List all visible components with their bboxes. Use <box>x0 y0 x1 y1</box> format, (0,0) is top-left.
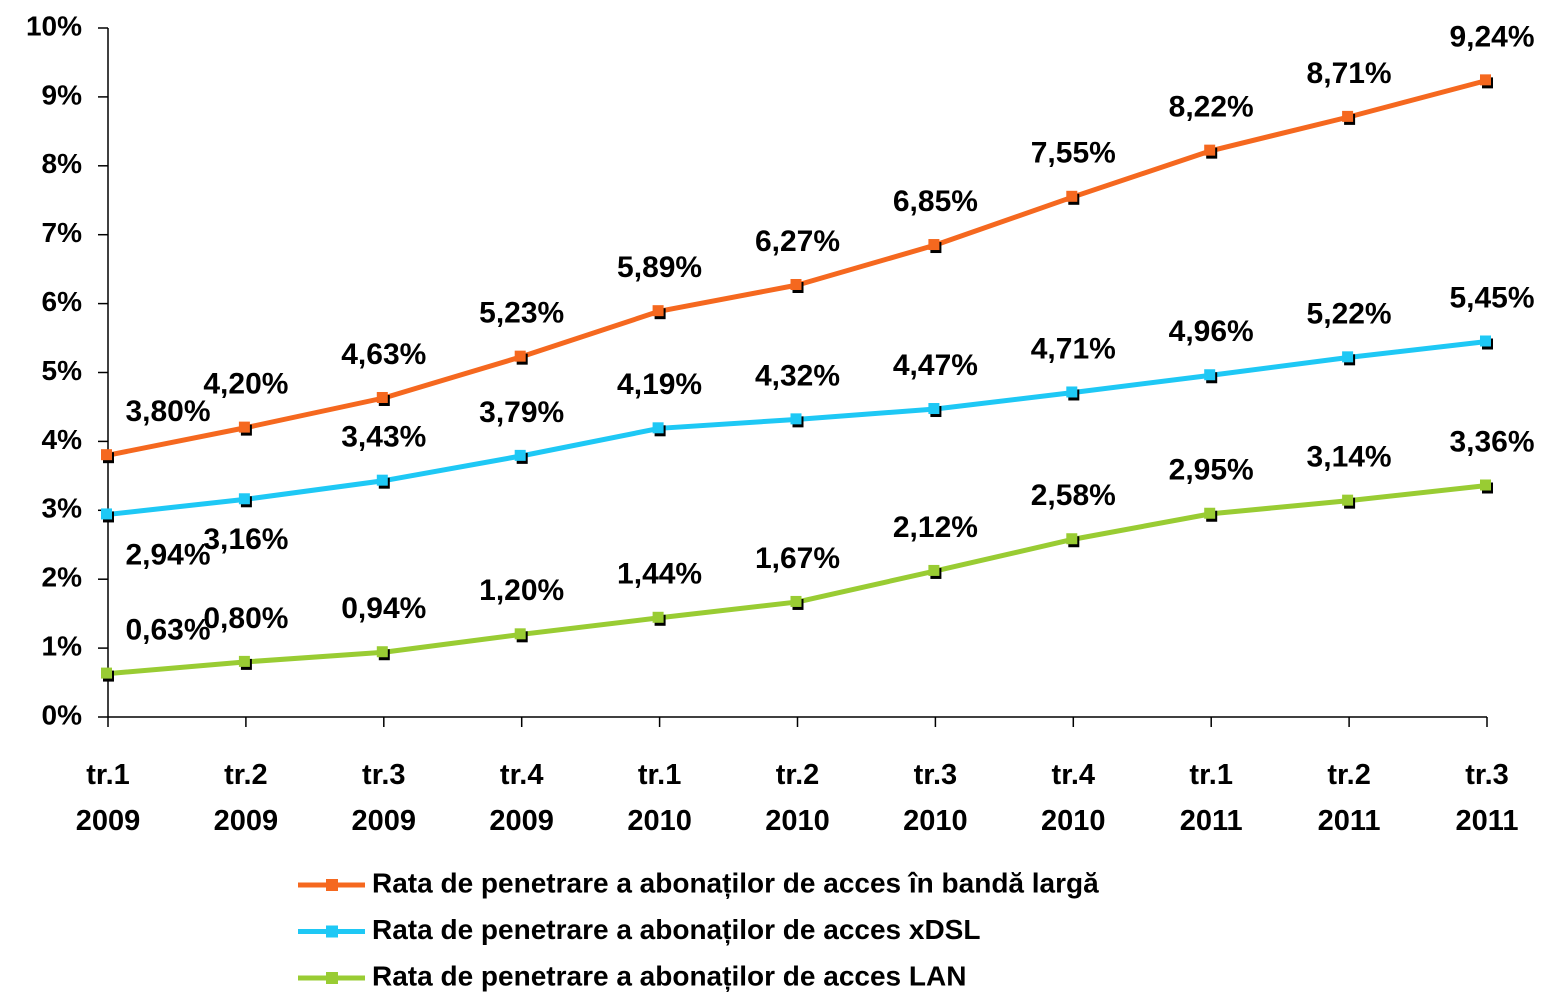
data-label: 4,19% <box>617 368 702 401</box>
data-label: 5,22% <box>1307 297 1392 330</box>
data-label: 1,20% <box>479 574 564 607</box>
marker <box>1480 74 1491 86</box>
y-tick-label: 4% <box>42 424 83 455</box>
line <box>107 483 1488 677</box>
data-label: 8,22% <box>1169 91 1254 124</box>
data-label: 9,24% <box>1449 20 1534 53</box>
y-tick-label: 2% <box>42 562 83 593</box>
data-label: 4,96% <box>1169 315 1254 348</box>
marker <box>1342 110 1354 122</box>
data-label: 4,47% <box>893 349 978 382</box>
marker <box>376 646 388 658</box>
y-tick-label: 6% <box>42 286 83 317</box>
marker <box>1066 386 1078 398</box>
marker <box>238 421 250 433</box>
x-tick-label: tr.3 2011 <box>1455 759 1519 837</box>
data-label: 3,80% <box>125 395 210 428</box>
x-tick-label: tr.1 2011 <box>1179 759 1243 837</box>
data-label: 3,43% <box>341 421 426 454</box>
x-tick-label: tr.2 2009 <box>213 759 279 837</box>
legend-marker <box>326 925 338 938</box>
data-label: 2,12% <box>893 511 978 544</box>
marker <box>652 305 664 317</box>
marker <box>101 508 112 520</box>
data-label: 1,44% <box>617 558 702 591</box>
marker <box>1204 369 1216 381</box>
marker <box>928 403 940 415</box>
line <box>107 77 1488 458</box>
y-tick-label: 1% <box>42 630 83 661</box>
data-label: 4,32% <box>755 359 840 392</box>
data-label: 5,45% <box>1449 281 1534 314</box>
legend-marker <box>326 879 338 891</box>
data-label: 3,36% <box>1449 425 1534 458</box>
marker <box>1204 507 1216 519</box>
marker <box>514 449 526 461</box>
marker <box>1066 190 1078 202</box>
marker <box>928 564 940 576</box>
data-label: 2,58% <box>1031 479 1116 512</box>
marker <box>652 611 664 623</box>
marker <box>238 493 250 505</box>
data-label: 4,71% <box>1031 332 1116 365</box>
x-tick-label: tr.2 2010 <box>765 759 830 837</box>
marker <box>1342 351 1354 363</box>
data-label: 8,71% <box>1307 57 1392 90</box>
data-label: 6,85% <box>893 185 978 218</box>
marker <box>1480 479 1491 491</box>
data-label: 5,23% <box>479 297 564 330</box>
y-tick-label: 10% <box>26 10 82 41</box>
data-label: 0,94% <box>341 592 426 625</box>
x-tick-label: tr.1 2010 <box>627 759 692 837</box>
marker <box>1204 144 1216 156</box>
marker <box>376 391 388 403</box>
x-tick-label: tr.2 2011 <box>1317 759 1381 837</box>
marker <box>928 239 940 251</box>
data-label: 7,55% <box>1031 137 1116 170</box>
x-tick-label: tr.3 2010 <box>903 759 968 837</box>
data-label: 0,63% <box>125 614 210 647</box>
x-tick-label: tr.3 2009 <box>351 759 417 837</box>
data-label: 3,79% <box>479 396 564 429</box>
legend-label: Rata de penetrare a abonaților de acces … <box>372 867 1099 898</box>
data-label: 3,16% <box>203 523 288 556</box>
legend-label: Rata de penetrare a abonaților de acces … <box>372 960 966 991</box>
data-label: 2,94% <box>125 538 210 571</box>
marker <box>790 595 802 607</box>
y-tick-label: 8% <box>42 148 83 179</box>
marker <box>790 278 802 290</box>
x-tick-label: tr.4 2009 <box>489 759 554 837</box>
marker <box>101 449 112 461</box>
marker <box>514 350 526 362</box>
data-label: 6,27% <box>755 225 840 258</box>
marker <box>1480 335 1491 347</box>
x-tick-label: tr.1 2009 <box>75 759 141 837</box>
data-label: 3,14% <box>1307 441 1392 474</box>
y-tick-label: 7% <box>42 217 83 248</box>
marker <box>376 474 388 486</box>
y-tick-label: 0% <box>42 699 83 730</box>
marker <box>514 628 526 640</box>
legend-label: Rata de penetrare a abonaților de acces … <box>372 914 980 945</box>
data-label: 2,95% <box>1169 454 1254 487</box>
data-label: 5,89% <box>617 251 702 284</box>
legend-marker <box>326 972 338 984</box>
y-tick-label: 3% <box>42 493 83 524</box>
data-label: 4,63% <box>341 338 426 371</box>
marker <box>238 655 250 667</box>
y-tick-label: 9% <box>42 79 83 110</box>
marker <box>1342 494 1354 506</box>
data-label: 0,80% <box>203 602 288 635</box>
x-tick-label: tr.4 2010 <box>1041 759 1106 837</box>
marker <box>790 413 802 425</box>
data-label: 4,20% <box>203 368 288 401</box>
data-label: 1,67% <box>755 542 840 575</box>
marker <box>101 667 112 679</box>
y-tick-label: 5% <box>42 355 83 386</box>
marker <box>652 422 664 434</box>
marker <box>1066 533 1078 545</box>
